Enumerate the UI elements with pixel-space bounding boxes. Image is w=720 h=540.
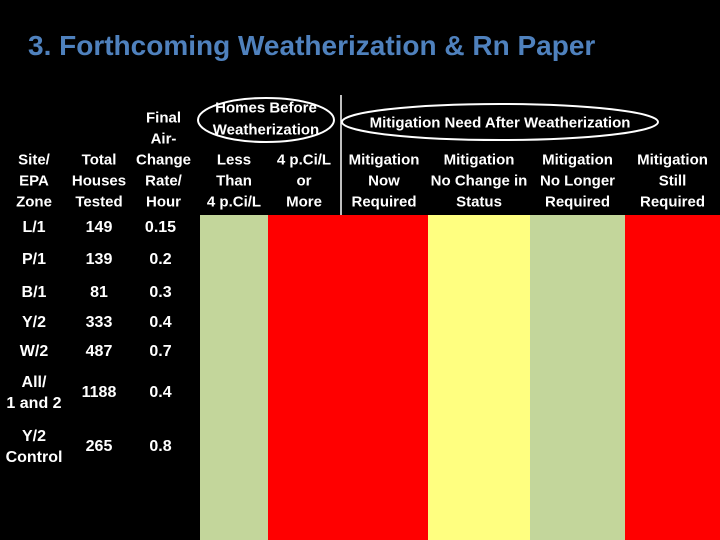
row-label: W/2 (19, 343, 49, 360)
slide-title: 3. Forthcoming Weatherization & Rn Paper (28, 30, 596, 61)
column-header: Final (145, 109, 182, 127)
column-header: No Change in (430, 172, 528, 190)
column-header: Change (135, 151, 192, 169)
column-header: Houses (71, 172, 127, 190)
column-header: Air- (150, 130, 177, 148)
group-ellipse (197, 97, 335, 143)
row-label: P/1 (21, 251, 47, 268)
column-header: Total (81, 151, 117, 169)
table-cell: 81 (90, 284, 108, 301)
table-cell: 0.4 (149, 314, 172, 331)
column-fill (428, 215, 530, 540)
table-cell: 265 (85, 438, 113, 455)
column-fill (340, 215, 428, 540)
column-header: More (286, 193, 322, 211)
column-header: Tested (75, 193, 123, 211)
group-ellipse (341, 103, 659, 141)
group-header: Mitigation Need After Weatherization (369, 114, 631, 132)
column-header: Than (216, 172, 252, 190)
row-label: Y/2 (21, 427, 47, 445)
column-fill (625, 215, 720, 540)
table-cell: 149 (85, 219, 113, 236)
table-cell: 0.7 (149, 343, 172, 360)
column-header: Rate/ (145, 172, 182, 190)
column-header: Mitigation (443, 151, 515, 169)
group-header: Weatherization (212, 121, 320, 139)
column-header: Site/ (18, 151, 50, 169)
table-cell: 0.15 (144, 219, 177, 236)
column-header: Status (456, 193, 502, 211)
column-header: Mitigation (348, 151, 420, 169)
table-cell: 0.2 (149, 251, 172, 268)
table-cell: 333 (85, 314, 113, 331)
column-header: No Longer (540, 172, 615, 190)
column-header: Mitigation (637, 151, 708, 169)
row-label: All/ (21, 373, 47, 391)
table-cell: 0.4 (149, 384, 172, 401)
row-label: L/1 (22, 219, 46, 236)
column-header: 4 p.Ci/L (276, 151, 332, 169)
column-header: Required (544, 193, 611, 211)
column-header: Less (216, 151, 252, 169)
table-cell: 487 (85, 343, 113, 360)
table-cell: 0.8 (149, 438, 172, 455)
column-header: 4 p.Ci/L (206, 193, 262, 211)
table-cell: 0.3 (149, 284, 172, 301)
row-label: Control (5, 448, 63, 466)
column-header: Hour (146, 193, 181, 211)
column-header: Zone (16, 193, 52, 211)
column-fill (268, 215, 340, 540)
column-header: or (296, 172, 312, 190)
column-header: Now (368, 172, 400, 190)
column-header: EPA (19, 172, 49, 190)
column-header: Required (351, 193, 417, 211)
table-cell: 1188 (81, 384, 117, 401)
column-header: Still (658, 172, 687, 190)
row-label: Y/2 (21, 314, 47, 331)
column-fill (200, 215, 268, 540)
column-header: Mitigation (542, 151, 613, 169)
group-header: Homes Before (215, 99, 317, 117)
table-cell: 139 (85, 251, 113, 268)
column-fill (530, 215, 625, 540)
row-label: B/1 (21, 284, 47, 301)
row-label: 1 and 2 (6, 394, 62, 412)
column-header: Required (639, 193, 706, 211)
